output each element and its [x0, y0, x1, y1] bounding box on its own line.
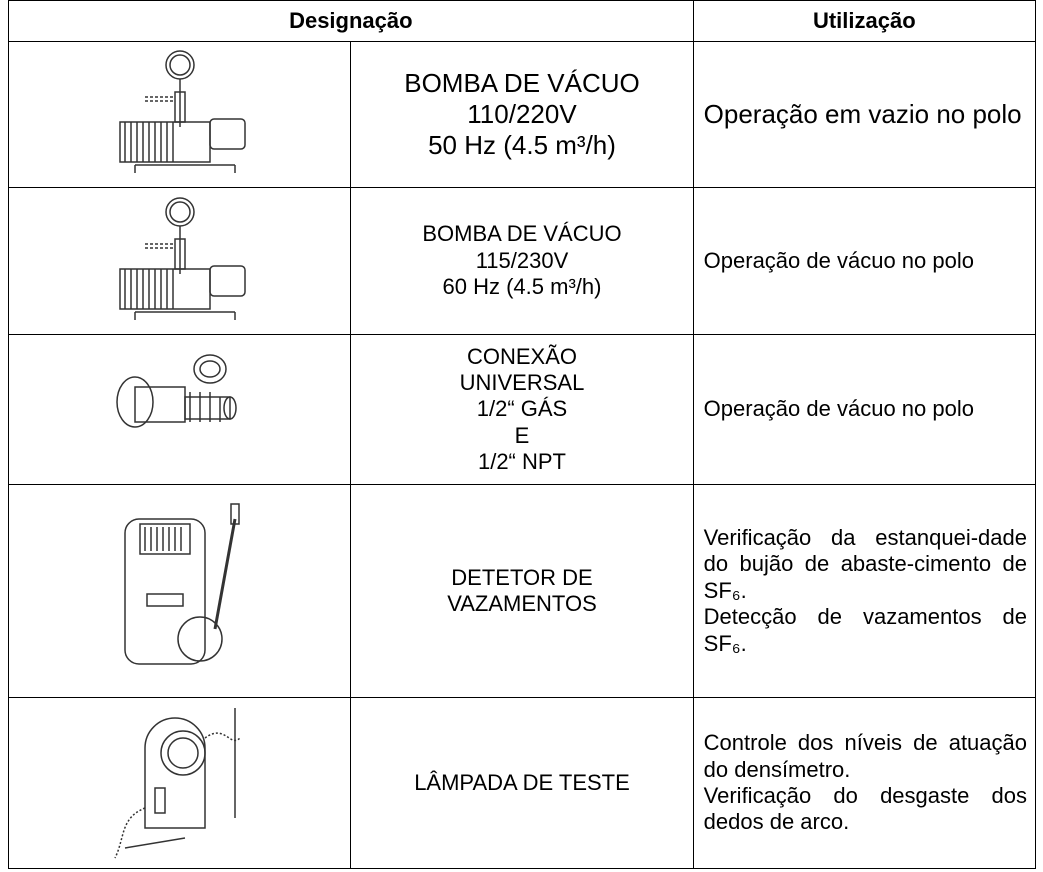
header-cell: Utilização	[692, 0, 1037, 42]
table-row: CONEXÃO UNIVERSAL 1/2“ GÁS E 1/2“ NPT Operaçã…	[7, 334, 1037, 485]
equipment-icon	[113, 708, 241, 859]
designation-line: BOMBA DE VÁCUO	[404, 67, 640, 98]
designation-line: E	[514, 422, 530, 448]
equipment-icon	[123, 502, 240, 665]
designation-cell: BOMBA DE VÁCUO 115/230V 60 Hz (4.5 m³/h)	[350, 187, 694, 335]
usage-line: Operação de vácuo no polo	[703, 247, 974, 273]
designation-cell: DETETOR DE VAZAMENTOS	[350, 484, 694, 698]
usage-cell: Operação de vácuo no polo	[692, 334, 1037, 485]
designation-line: 60 Hz (4.5 m³/h)	[442, 274, 602, 300]
usage-cell: Operação de vácuo no polo	[692, 187, 1037, 335]
usage-cell: Verificação da estanquei-dade do bujão d…	[692, 484, 1037, 698]
header-row: Designação Utilização	[8, 0, 1037, 42]
equipment-icon	[118, 50, 246, 173]
icon-cell	[7, 484, 352, 698]
icon-cell	[7, 334, 352, 485]
usage-line: Verificação do desgaste dos dedos de arc…	[703, 783, 1027, 835]
usage-cell: Controle dos níveis de atuação do densím…	[692, 697, 1037, 869]
equipment-table: Designação Utilização BOMBA DE VÁCUO 110/…	[7, 0, 1037, 869]
equipment-icon	[118, 196, 246, 320]
icon-cell	[7, 187, 352, 335]
designation-line: BOMBA DE VÁCUO	[422, 221, 622, 247]
usage-line: Operação em vazio no polo	[703, 98, 1022, 129]
icon-cell	[7, 41, 352, 188]
icon-cell	[7, 697, 352, 869]
table-row: BOMBA DE VÁCUO 110/220V 50 Hz (4.5 m³/h) Op…	[7, 41, 1037, 188]
designation-line: CONEXÃO	[466, 343, 577, 369]
designation-line: 50 Hz (4.5 m³/h)	[428, 130, 616, 161]
designation-line: 110/220V	[467, 98, 577, 129]
designation-line: LÂMPADA DE TESTE	[414, 769, 630, 795]
table-row: LÂMPADA DE TESTE Controle dos níveis de a…	[7, 697, 1037, 869]
equipment-icon	[115, 354, 237, 428]
table-body: BOMBA DE VÁCUO 110/220V 50 Hz (4.5 m³/h) Op…	[7, 41, 1037, 869]
designation-cell: CONEXÃO UNIVERSAL 1/2“ GÁS E 1/2“ NPT	[350, 334, 694, 485]
usage-line: Verificação da estanquei-dade do bujão d…	[703, 525, 1027, 603]
usage-line: Operação de vácuo no polo	[703, 396, 974, 422]
table-row: BOMBA DE VÁCUO 115/230V 60 Hz (4.5 m³/h) Op…	[7, 187, 1037, 335]
header-cell: Designação	[8, 0, 694, 42]
designation-line: 1/2“ NPT	[477, 449, 566, 475]
designation-cell: BOMBA DE VÁCUO 110/220V 50 Hz (4.5 m³/h)	[350, 41, 694, 188]
designation-line: 115/230V	[475, 247, 569, 273]
designation-line: UNIVERSAL	[459, 369, 585, 395]
usage-cell: Operação em vazio no polo	[692, 41, 1037, 188]
designation-line: 1/2“ GÁS	[476, 396, 568, 422]
usage-line: Controle dos níveis de atuação do densím…	[703, 730, 1027, 782]
designation-line: VAZAMENTOS	[447, 591, 597, 616]
designation-cell: LÂMPADA DE TESTE	[350, 697, 694, 869]
table-row: DETETOR DE VAZAMENTOS Verificação da estan…	[7, 484, 1037, 698]
designation-line: DETETOR DE	[451, 564, 593, 590]
usage-line: Detecção de vazamentos de SF₆.	[703, 604, 1027, 656]
